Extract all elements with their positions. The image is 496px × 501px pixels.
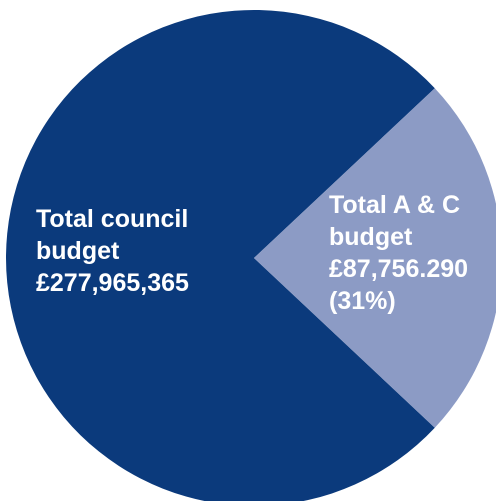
pie-slice-council-budget	[6, 10, 435, 501]
pie-slice-a-and-c-budget	[254, 88, 496, 428]
ac-label-line-1: Total A & C	[329, 191, 461, 219]
council-label-line-2: budget	[36, 237, 120, 265]
ac-label-line-2: budget	[329, 223, 413, 251]
slice-label-a-and-c-budget: Total A & C budget £87,756.290 (31%)	[329, 189, 468, 317]
council-label-line-3: £277,965,365	[36, 269, 189, 297]
ac-label-line-3: £87,756.290	[329, 255, 469, 283]
council-label-line-1: Total council	[36, 205, 189, 233]
ac-label-line-4: (31%)	[329, 287, 396, 315]
slice-label-council-budget: Total council budget £277,965,365	[36, 203, 189, 299]
